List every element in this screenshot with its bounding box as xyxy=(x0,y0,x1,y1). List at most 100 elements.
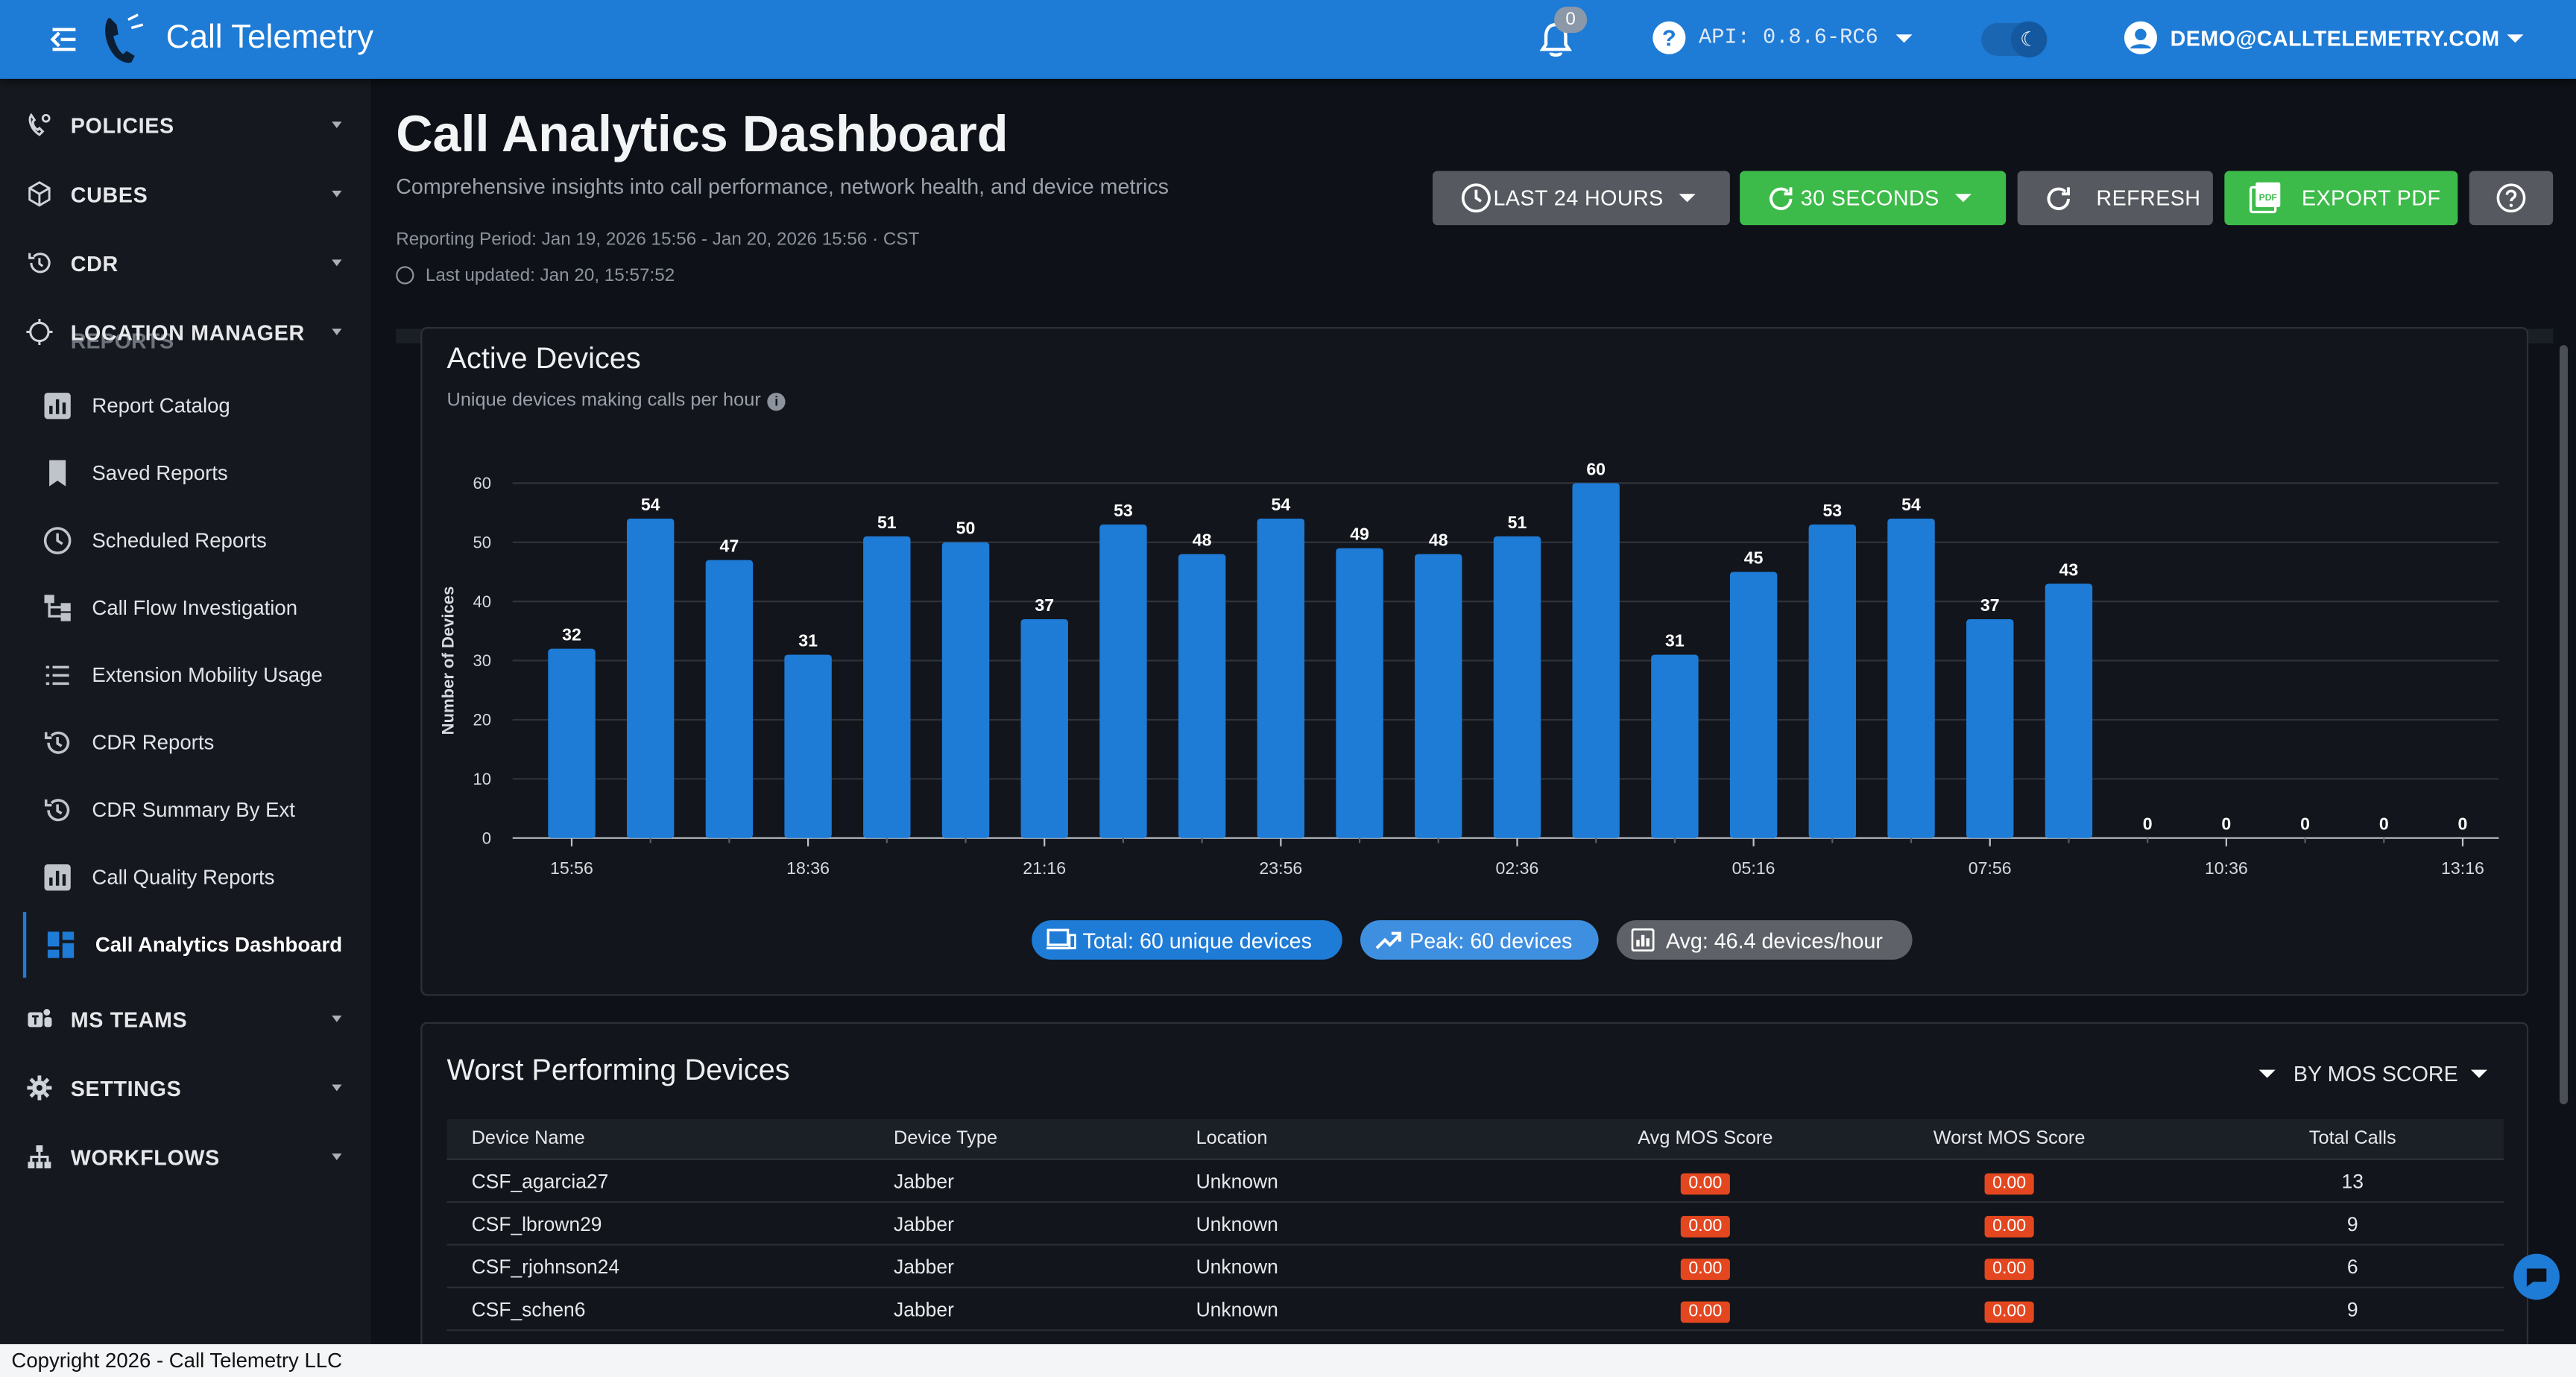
sidebar-item-cdr-summary-by-ext[interactable]: CDR Summary By Ext xyxy=(23,777,371,843)
menu-collapse-icon[interactable] xyxy=(49,23,85,56)
device-type: Jabber xyxy=(894,1212,954,1236)
chart-bar xyxy=(1257,518,1305,838)
table-row[interactable]: CSF_lbrown29 Jabber Unknown 0.00 0.00 9 xyxy=(446,1203,2504,1246)
call-telemetry-logo xyxy=(98,13,148,66)
chart-bar xyxy=(2045,583,2093,838)
dashboard-icon xyxy=(46,930,76,960)
last-updated-text: Last updated: Jan 20, 15:57:52 xyxy=(425,266,675,286)
y-tick-label: 50 xyxy=(473,533,492,551)
sidebar-item-call-quality-reports[interactable]: Call Quality Reports xyxy=(23,845,371,911)
sidebar-item-label: CDR Reports xyxy=(92,731,215,755)
export-pdf-button[interactable]: PDF EXPORT PDF xyxy=(2224,171,2458,226)
bar-value-label: 48 xyxy=(1193,531,1212,550)
device-name: CSF_schen6 xyxy=(471,1298,586,1322)
worst-mos-badge: 0.00 xyxy=(1984,1259,2035,1280)
column-header[interactable]: Location xyxy=(1196,1129,1268,1149)
y-tick-label: 20 xyxy=(473,711,492,729)
sidebar-item-report-catalog[interactable]: Report Catalog xyxy=(23,373,371,439)
device-type: Jabber xyxy=(894,1298,954,1322)
main-scrollbar[interactable] xyxy=(2559,345,2569,1104)
sidebar-item-label: Saved Reports xyxy=(92,461,228,485)
sidebar-item-label: Extension Mobility Usage xyxy=(92,663,323,687)
x-tick-label: 13:16 xyxy=(2441,858,2484,878)
sidebar-item-label: LOCATION MANAGER xyxy=(70,320,305,346)
api-menu-chevron-down-icon[interactable] xyxy=(1895,34,1913,43)
page-subtitle: Comprehensive insights into call perform… xyxy=(396,174,1169,199)
device-name: CSF_lbrown29 xyxy=(471,1212,602,1236)
clock-icon xyxy=(1461,183,1491,213)
bar-value-label: 0 xyxy=(2221,814,2231,834)
device-location: Unknown xyxy=(1196,1170,1278,1194)
expand-chevron-icon xyxy=(332,1084,342,1092)
sidebar-item-policies[interactable]: POLICIES xyxy=(0,92,371,157)
sidebar-item-location-manager[interactable]: LOCATION MANAGER xyxy=(0,299,371,364)
y-tick-label: 0 xyxy=(482,829,491,847)
sort-by-select[interactable]: BY MOS SCORE xyxy=(2258,1057,2506,1093)
column-header[interactable]: Total Calls xyxy=(2308,1129,2396,1149)
chart-bar xyxy=(1887,518,1935,838)
api-help-icon[interactable]: ? xyxy=(1652,21,1686,54)
sidebar-item-label: CDR Summary By Ext xyxy=(92,798,295,822)
bar-value-label: 53 xyxy=(1114,501,1133,520)
sidebar-item-cdr-reports[interactable]: CDR Reports xyxy=(23,710,371,776)
svg-text:PDF: PDF xyxy=(2259,192,2277,203)
sidebar-item-label: Call Analytics Dashboard xyxy=(95,933,343,957)
y-tick-label: 10 xyxy=(473,770,492,788)
avg-mos-badge: 0.00 xyxy=(1680,1173,1731,1195)
table-row[interactable]: CSF_rjohnson24 Jabber Unknown 0.00 0.00 … xyxy=(446,1246,2504,1288)
chart-bar xyxy=(784,654,832,838)
user-email[interactable]: DEMO@CALLTELEMETRY.COM xyxy=(2170,26,2500,51)
sidebar-item-settings[interactable]: SETTINGS xyxy=(0,1055,371,1121)
sidebar-item-workflows[interactable]: WORKFLOWS xyxy=(0,1124,371,1189)
sidebar-item-cdr[interactable]: CDR xyxy=(0,230,371,296)
total-calls: 6 xyxy=(2346,1255,2358,1279)
y-tick-label: 60 xyxy=(473,474,492,493)
account-circle-icon[interactable] xyxy=(2124,21,2157,54)
table-row[interactable]: CSF_schen6 Jabber Unknown 0.00 0.00 9 xyxy=(446,1288,2504,1332)
chevron-down-icon xyxy=(1954,194,1972,203)
sidebar-item-call-flow-investigation[interactable]: Call Flow Investigation xyxy=(23,575,371,641)
auto-refresh-interval-select[interactable]: 30 SECONDS xyxy=(1740,171,2007,226)
app-title[interactable]: Call Telemetry xyxy=(165,19,374,56)
sidebar-item-ms-teams[interactable]: MS TEAMS xyxy=(0,986,371,1051)
trending-up-icon xyxy=(1375,931,1401,949)
time-range-label: LAST 24 HOURS xyxy=(1493,186,1664,211)
bar-value-label: 54 xyxy=(1271,495,1290,514)
worst-mos-badge: 0.00 xyxy=(1984,1173,2035,1195)
bar-value-label: 31 xyxy=(798,631,818,650)
page-title: Call Analytics Dashboard xyxy=(396,105,1008,163)
bar-chart-icon xyxy=(42,863,72,893)
location-icon xyxy=(26,318,53,346)
sidebar-item-label: POLICIES xyxy=(70,113,174,139)
pdf-icon: PDF xyxy=(2249,182,2281,214)
user-menu-chevron-down-icon[interactable] xyxy=(2507,34,2524,43)
chart-bar xyxy=(1808,524,1857,838)
sidebar-item-extension-mobility-usage[interactable]: Extension Mobility Usage xyxy=(23,642,371,708)
bar-value-label: 0 xyxy=(2143,814,2153,834)
bar-value-label: 37 xyxy=(1980,595,2000,615)
sidebar-item-call-analytics-dashboard[interactable]: Call Analytics Dashboard xyxy=(22,911,371,978)
info-icon[interactable]: i xyxy=(767,393,786,411)
time-range-select[interactable]: LAST 24 HOURS xyxy=(1432,171,1730,226)
x-tick-label: 23:56 xyxy=(1259,858,1302,878)
dark-mode-moon-icon[interactable]: ☾ xyxy=(2010,21,2048,58)
refresh-button[interactable]: REFRESH xyxy=(2017,171,2213,226)
sidebar-item-cubes[interactable]: CUBES xyxy=(0,161,371,227)
sidebar-item-label: SETTINGS xyxy=(70,1076,182,1101)
bar-chart-icon xyxy=(42,391,72,421)
sidebar-item-saved-reports[interactable]: Saved Reports xyxy=(23,440,371,506)
active-devices-bar-chart: 0 10 20 30 40 50 60 Number of Devices 32 54 47 31 51… xyxy=(438,459,2499,878)
column-header[interactable]: Avg MOS Score xyxy=(1638,1129,1773,1149)
chart-bar xyxy=(941,542,990,838)
worst-mos-cell: 0.00 xyxy=(1860,1170,2159,1195)
column-header[interactable]: Worst MOS Score xyxy=(1933,1129,2086,1149)
api-version-label[interactable]: API: 0.8.6-RC6 xyxy=(1699,25,1878,50)
chat-support-button[interactable] xyxy=(2513,1253,2560,1300)
help-button[interactable] xyxy=(2469,171,2554,226)
table-row[interactable]: CSF_agarcia27 Jabber Unknown 0.00 0.00 1… xyxy=(446,1160,2504,1203)
column-header[interactable]: Device Type xyxy=(894,1129,998,1149)
sidebar-item-scheduled-reports[interactable]: Scheduled Reports xyxy=(23,507,371,573)
column-header[interactable]: Device Name xyxy=(471,1129,585,1149)
device-location: Unknown xyxy=(1196,1255,1278,1279)
expand-chevron-icon xyxy=(332,259,342,267)
